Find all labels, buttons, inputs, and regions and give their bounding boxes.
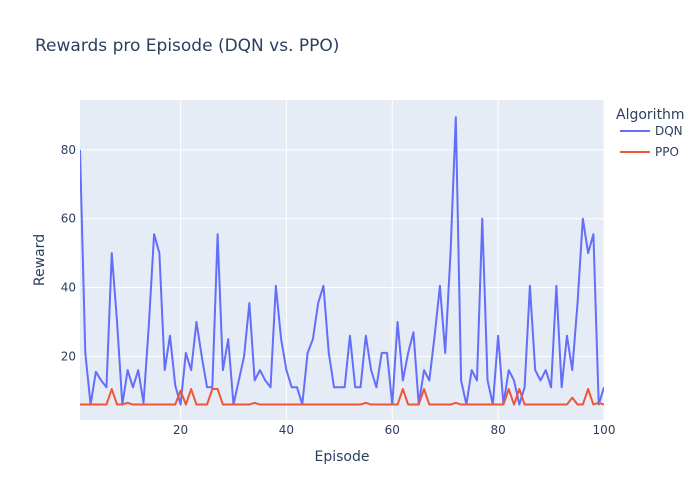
ticks: 20 40 60 80 100 20 40 60 80 bbox=[61, 143, 616, 437]
chart-title: Rewards pro Episode (DQN vs. PPO) bbox=[35, 36, 339, 56]
legend-item-dqn[interactable]: DQN bbox=[620, 124, 683, 138]
legend-label: PPO bbox=[655, 145, 679, 159]
legend[interactable]: Algorithm DQN PPO bbox=[616, 107, 685, 159]
legend-item-ppo[interactable]: PPO bbox=[620, 145, 679, 159]
y-tick-label: 60 bbox=[61, 212, 76, 226]
x-tick-label: 40 bbox=[279, 423, 294, 437]
x-axis-title: Episode bbox=[315, 449, 370, 465]
y-tick-label: 80 bbox=[61, 143, 76, 157]
legend-title: Algorithm bbox=[616, 107, 685, 123]
series-line-ppo bbox=[80, 388, 604, 406]
grid bbox=[80, 100, 605, 420]
y-axis-title: Reward bbox=[32, 234, 48, 286]
x-tick-label: 80 bbox=[491, 423, 506, 437]
legend-label: DQN bbox=[655, 124, 683, 138]
y-tick-label: 20 bbox=[61, 349, 76, 363]
x-tick-label: 100 bbox=[593, 423, 616, 437]
series-group bbox=[80, 116, 604, 406]
y-tick-label: 40 bbox=[61, 281, 76, 295]
series-line-dqn bbox=[80, 116, 604, 406]
plot-background bbox=[80, 100, 604, 420]
x-tick-label: 60 bbox=[385, 423, 400, 437]
x-tick-label: 20 bbox=[173, 423, 188, 437]
